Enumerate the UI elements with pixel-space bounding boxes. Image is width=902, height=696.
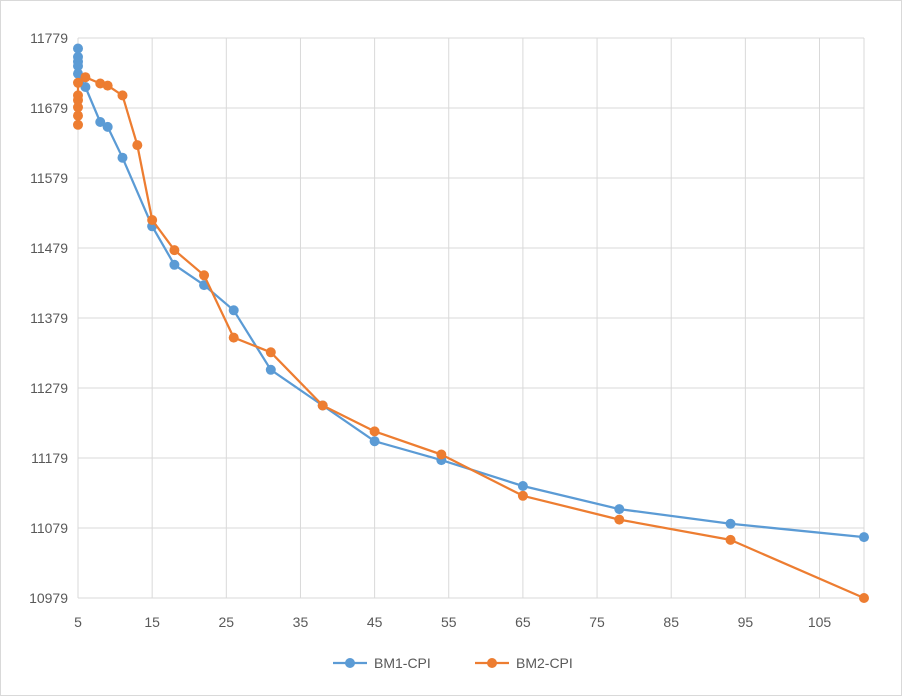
- data-point: [73, 119, 83, 130]
- data-point: [102, 121, 113, 132]
- data-point: [725, 534, 736, 545]
- legend-entry: BM1-CPI: [333, 655, 431, 671]
- series-bm1-cpi: [73, 43, 869, 543]
- x-tick-label: 65: [515, 614, 531, 630]
- data-point: [517, 490, 528, 501]
- data-point: [517, 481, 528, 491]
- data-point: [436, 449, 447, 460]
- data-point: [859, 532, 869, 543]
- data-point: [369, 436, 380, 447]
- x-tick-label: 25: [219, 614, 235, 630]
- data-point: [132, 140, 143, 151]
- series-layer: [73, 43, 869, 603]
- data-point: [614, 504, 625, 515]
- data-point: [265, 347, 276, 358]
- data-point: [80, 72, 91, 83]
- y-axis-tick-labels: 10979 11079 11179 11279 11379 11479 11579 11679…: [29, 30, 68, 606]
- data-point: [169, 245, 180, 256]
- data-point: [73, 90, 83, 101]
- series-line: [76, 48, 865, 539]
- y-tick-label: 11779: [30, 30, 68, 46]
- series-line: [76, 76, 865, 600]
- x-tick-label: 105: [808, 614, 832, 630]
- legend-label: BM2-CPI: [516, 655, 573, 671]
- y-tick-label: 11579: [30, 170, 68, 186]
- series-bm2-cpi: [73, 72, 869, 603]
- y-tick-label: 11479: [30, 240, 68, 256]
- data-point: [169, 259, 180, 270]
- x-tick-label: 5: [74, 614, 82, 630]
- x-tick-label: 15: [144, 614, 160, 630]
- gridlines: [77, 37, 865, 599]
- data-point: [199, 270, 210, 281]
- data-point: [117, 152, 128, 163]
- y-tick-label: 11679: [30, 100, 68, 116]
- y-tick-label: 11179: [31, 450, 68, 466]
- data-point: [80, 82, 91, 92]
- data-point: [73, 77, 83, 88]
- y-tick-label: 10979: [29, 590, 68, 606]
- x-tick-label: 85: [663, 614, 679, 630]
- legend: BM1-CPI BM2-CPI: [333, 655, 573, 671]
- x-tick-label: 55: [441, 614, 457, 630]
- legend-label: BM1-CPI: [374, 655, 431, 671]
- data-point: [73, 110, 83, 121]
- data-point: [369, 426, 380, 437]
- data-point: [147, 215, 158, 225]
- legend-swatch-marker: [487, 658, 497, 668]
- data-point: [614, 514, 625, 525]
- y-tick-label: 11079: [30, 520, 68, 536]
- data-point: [117, 90, 128, 101]
- data-point: [73, 61, 83, 71]
- data-point: [859, 593, 869, 603]
- data-point: [228, 305, 239, 316]
- legend-entry: BM2-CPI: [475, 655, 573, 671]
- data-point: [73, 102, 83, 113]
- y-tick-label: 11279: [30, 380, 68, 396]
- data-point: [95, 117, 106, 127]
- data-point: [265, 364, 276, 375]
- data-point: [317, 400, 328, 411]
- x-tick-label: 75: [589, 614, 605, 630]
- data-point: [73, 43, 83, 54]
- x-tick-label: 35: [293, 614, 309, 630]
- x-axis-tick-labels: 5 15 25 35 45 55 65 75 85 95 105: [74, 614, 831, 630]
- data-point: [228, 332, 239, 343]
- x-tick-label: 45: [367, 614, 383, 630]
- x-tick-label: 95: [738, 614, 754, 630]
- data-point: [73, 68, 83, 79]
- data-point: [725, 518, 736, 529]
- legend-swatch-marker: [345, 658, 355, 668]
- y-tick-label: 11379: [30, 310, 68, 326]
- data-point: [102, 80, 113, 91]
